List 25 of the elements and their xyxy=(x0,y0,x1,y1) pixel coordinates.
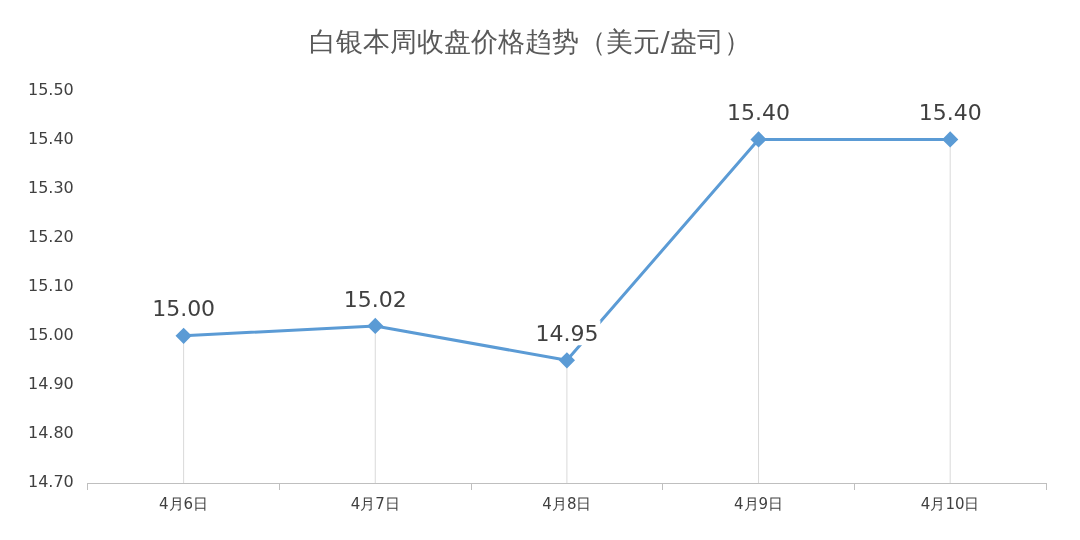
data-label: 15.40 xyxy=(918,100,982,126)
y-tick-label: 15.30 xyxy=(27,177,74,197)
y-tick-label: 15.10 xyxy=(27,275,74,295)
x-tick-label: 4月8日 xyxy=(542,494,592,513)
y-tick-label: 15.20 xyxy=(27,226,74,246)
data-label: 14.95 xyxy=(535,321,599,347)
data-label: 15.00 xyxy=(152,296,216,322)
x-tick-label: 4月7日 xyxy=(350,494,400,513)
y-tick-label: 15.40 xyxy=(27,128,74,148)
y-tick-label: 15.00 xyxy=(27,324,74,344)
point xyxy=(942,131,958,147)
y-tick-label: 14.90 xyxy=(27,374,74,394)
point xyxy=(367,318,383,334)
point xyxy=(176,328,192,344)
point xyxy=(751,131,767,147)
y-tick-label: 14.70 xyxy=(27,472,74,492)
y-tick-label: 15.50 xyxy=(27,79,74,99)
y-tick-label: 14.80 xyxy=(27,423,74,443)
point xyxy=(559,352,575,368)
x-tick-label: 4月6日 xyxy=(159,494,209,513)
chart-title: 白银本周收盘价格趋势（美元/盎司） xyxy=(309,26,751,58)
data-label: 15.02 xyxy=(343,286,407,312)
data-label: 15.40 xyxy=(727,100,791,126)
x-tick-label: 4月9日 xyxy=(733,494,784,513)
x-tick-label: 4月10日 xyxy=(920,494,980,513)
